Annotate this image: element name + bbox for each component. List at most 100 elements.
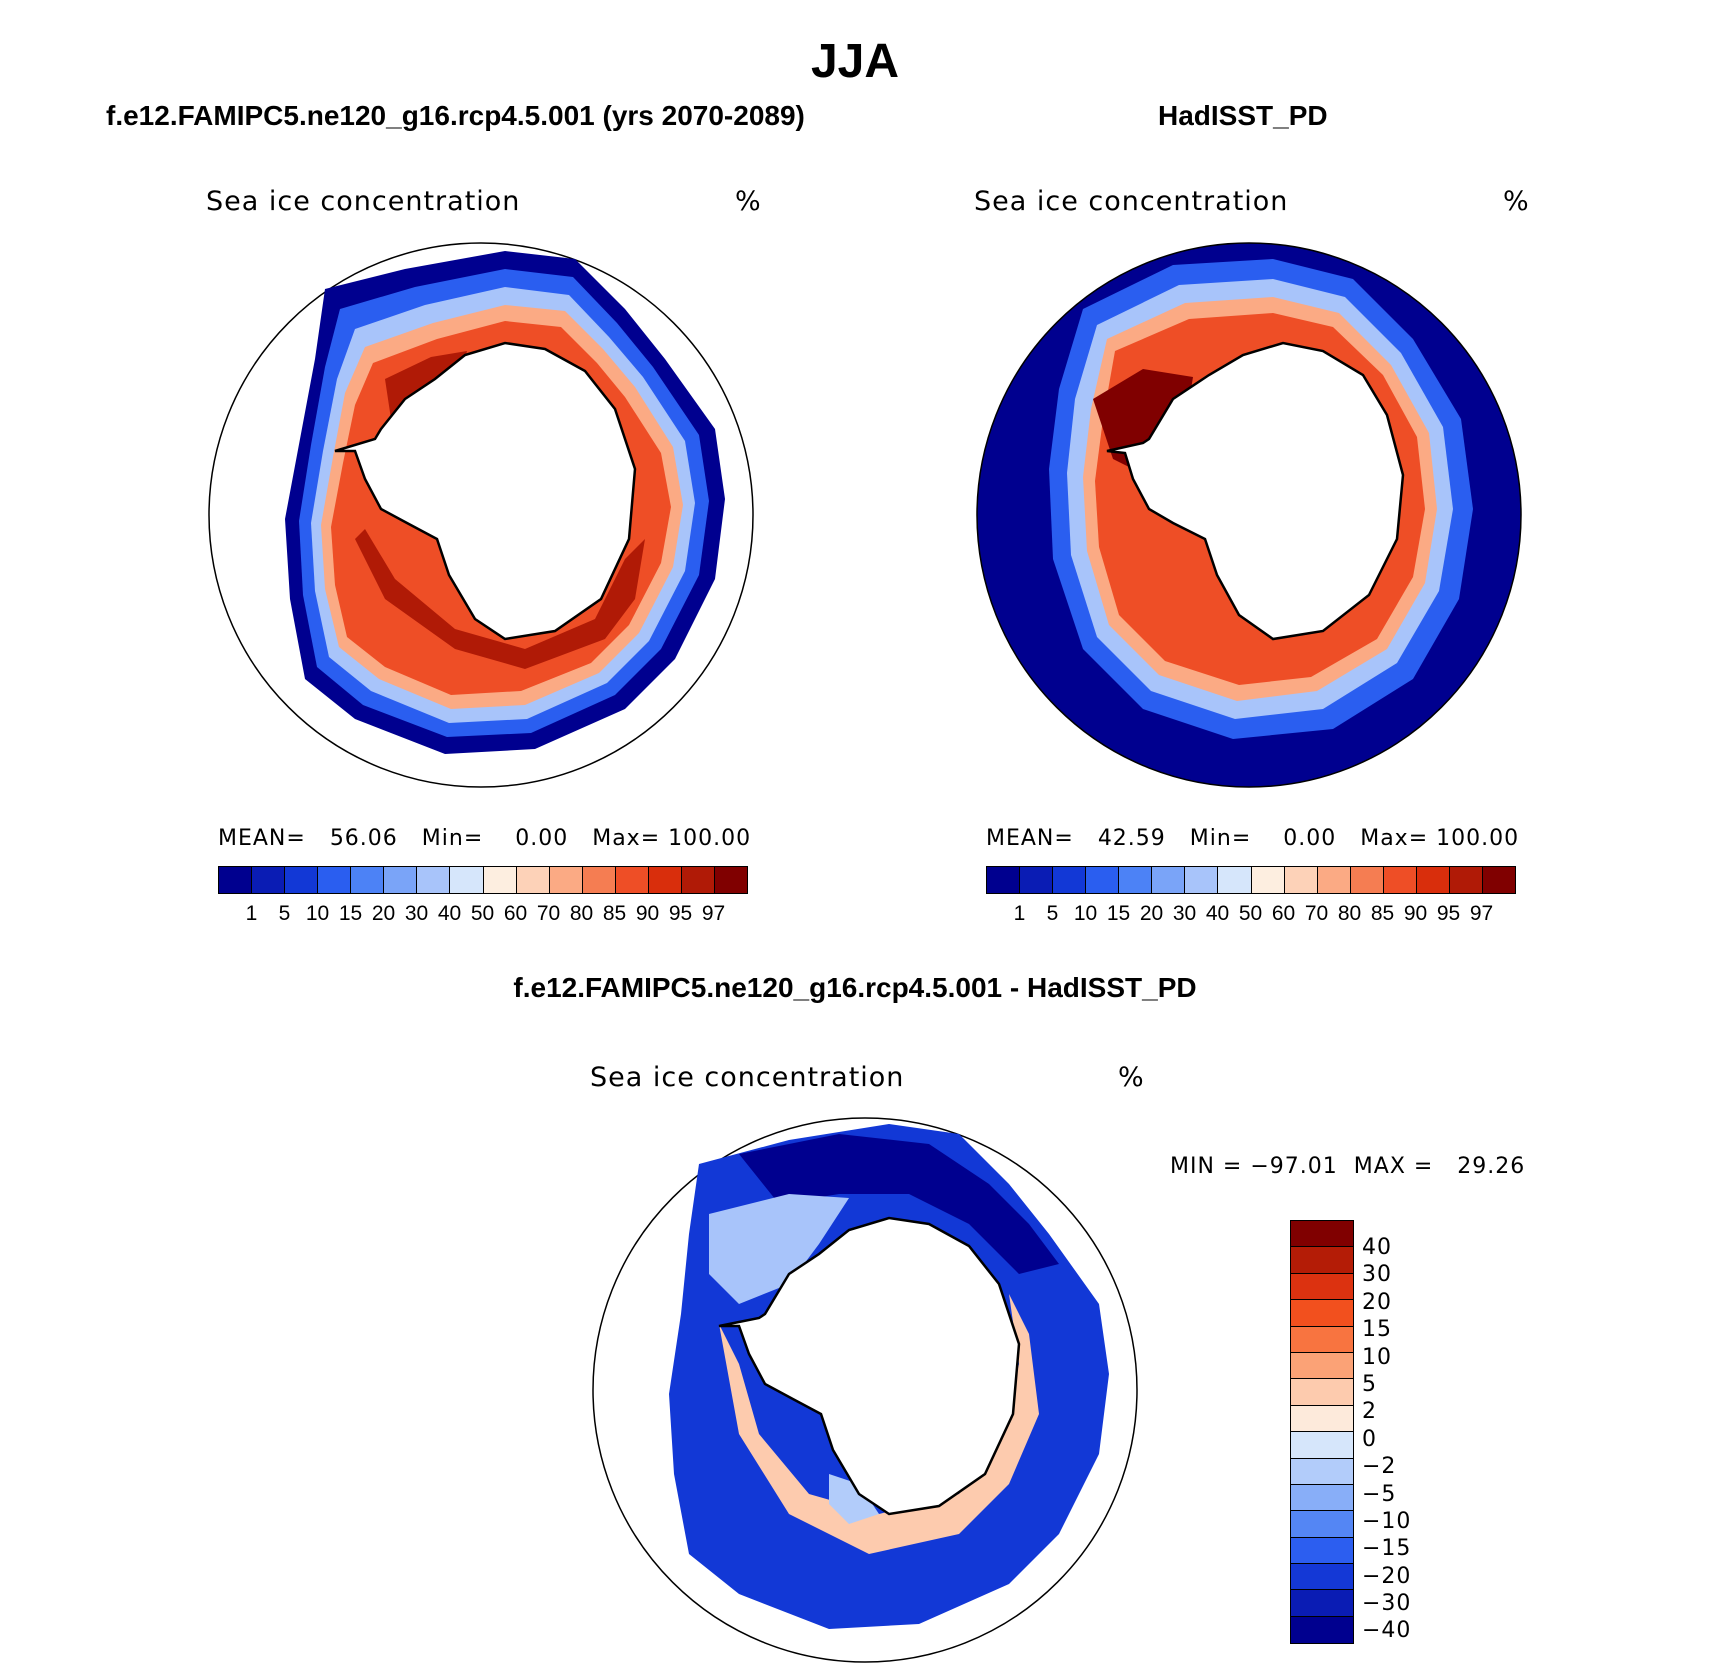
diff-colorbar-swatch	[1291, 1405, 1353, 1433]
left-colorbar-tick-label: 30	[404, 902, 429, 925]
left-colorbar-swatch	[615, 867, 649, 893]
left-max-value: 100.00	[668, 826, 752, 851]
diff-colorbar-swatch	[1291, 1564, 1353, 1591]
left-colorbar-swatch	[516, 867, 550, 893]
left-colorbar-tick-label: 10	[305, 902, 330, 925]
diff-colorbar-tick-label: −30	[1362, 1591, 1412, 1617]
left-colorbar-swatch	[318, 867, 352, 893]
diff-max-value: 29.26	[1457, 1154, 1526, 1179]
diff-min-value: −97.01	[1250, 1154, 1338, 1179]
diff-colorbar-ticks: 40 30 20 15 10 5 2 0 −2 −5 −10 −15 −20 −30 −40	[1362, 1234, 1411, 1645]
right-max-value: 100.00	[1436, 826, 1520, 851]
left-min-value: 0.00	[515, 826, 569, 851]
right-stats: MEAN= 42.59 Min= 0.00 Max= 100.00	[986, 826, 1519, 851]
left-sea-ice-field	[285, 251, 725, 754]
right-variable-label: Sea ice concentration	[974, 186, 1289, 217]
diff-colorbar-swatch	[1291, 1590, 1353, 1617]
right-colorbar-swatch	[1416, 867, 1450, 893]
diff-stats: MIN = −97.01 MAX = 29.26	[1170, 1154, 1525, 1179]
diff-colorbar-tick-label: 30	[1362, 1262, 1392, 1288]
left-colorbar-tick-label: 5	[278, 902, 291, 925]
diff-colorbar-tick-label: 0	[1362, 1426, 1377, 1452]
right-mean-value: 42.59	[1097, 826, 1166, 851]
left-colorbar-swatch	[483, 867, 517, 893]
left-panel-title: f.e12.FAMIPC5.ne120_g16.rcp4.5.001 (yrs …	[106, 100, 805, 131]
diff-polar-map	[592, 1117, 1138, 1663]
diff-colorbar-tick-label: 5	[1362, 1371, 1377, 1397]
diff-colorbar-tick-label: 40	[1362, 1235, 1392, 1260]
diff-colorbar-tick-label: −2	[1362, 1454, 1397, 1480]
right-min-label: Min=	[1189, 826, 1252, 851]
diff-colorbar-swatch	[1291, 1379, 1353, 1406]
diff-colorbar-swatch	[1291, 1273, 1353, 1301]
left-colorbar-tick-label: 1	[245, 902, 258, 925]
right-colorbar-tick-label: 85	[1370, 902, 1395, 925]
diff-colorbar-swatch	[1291, 1458, 1353, 1485]
diff-units-label: %	[1118, 1062, 1145, 1093]
left-colorbar-swatch	[681, 867, 715, 893]
diff-colorbar-swatch	[1291, 1300, 1353, 1327]
left-colorbar	[218, 866, 748, 894]
diff-colorbar-swatch	[1291, 1511, 1353, 1538]
right-colorbar-tick-label: 15	[1106, 902, 1131, 925]
left-colorbar-tick-label: 80	[569, 902, 594, 925]
diff-colorbar-swatch	[1291, 1432, 1353, 1459]
main-title: JJA	[810, 35, 900, 88]
right-max-label: Max=	[1360, 826, 1429, 851]
left-colorbar-tick-label: 95	[668, 902, 693, 925]
left-colorbar-tick-label: 15	[338, 902, 363, 925]
left-colorbar-tick-label: 20	[371, 902, 396, 925]
left-units-label: %	[735, 186, 762, 217]
right-colorbar-tick-label: 95	[1436, 902, 1461, 925]
diff-min-label: MIN =	[1170, 1154, 1243, 1179]
diff-colorbar-swatch	[1291, 1352, 1353, 1380]
right-colorbar-tick-label: 1	[1013, 902, 1026, 925]
left-colorbar-tick-label: 60	[503, 902, 528, 925]
left-stats: MEAN= 56.06 Min= 0.00 Max= 100.00	[218, 826, 751, 851]
right-colorbar-swatch	[1251, 867, 1285, 893]
left-colorbar-swatch	[549, 867, 583, 893]
diff-colorbar-swatch	[1291, 1616, 1353, 1644]
right-colorbar-tick-label: 90	[1403, 902, 1428, 925]
right-panel-title: HadISST_PD	[1158, 100, 1328, 131]
left-max-label: Max=	[592, 826, 661, 851]
diff-max-label: MAX =	[1353, 1154, 1434, 1179]
right-colorbar-swatch	[1284, 867, 1318, 893]
right-colorbar-tick-label: 50	[1238, 902, 1263, 925]
left-colorbar-ticks: 1 5 10 15 20 30 40 50 60 70 80 85 90 95 97	[235, 902, 730, 926]
right-colorbar-swatch	[1482, 867, 1515, 893]
diff-colorbar-tick-label: 20	[1362, 1289, 1392, 1315]
right-colorbar-swatch	[1317, 867, 1351, 893]
diff-variable-label: Sea ice concentration	[590, 1062, 905, 1093]
right-colorbar-swatch	[987, 867, 1021, 893]
right-colorbar-swatch	[1119, 867, 1153, 893]
right-colorbar-swatch	[1350, 867, 1384, 893]
right-colorbar-tick-label: 5	[1046, 902, 1059, 925]
left-colorbar-swatch	[714, 867, 747, 893]
right-colorbar-tick-label: 10	[1073, 902, 1098, 925]
diff-colorbar-swatch	[1291, 1326, 1353, 1353]
right-colorbar-swatch	[1185, 867, 1219, 893]
left-min-label: Min=	[421, 826, 484, 851]
right-colorbar-swatch	[1218, 867, 1252, 893]
right-polar-map	[976, 242, 1522, 788]
left-colorbar-swatch	[285, 867, 319, 893]
diff-colorbar-swatch	[1291, 1537, 1353, 1565]
left-colorbar-tick-label: 90	[635, 902, 660, 925]
right-min-value: 0.00	[1283, 826, 1337, 851]
right-colorbar	[986, 866, 1516, 894]
left-variable-label: Sea ice concentration	[206, 186, 521, 217]
diff-colorbar-tick-label: 10	[1362, 1344, 1392, 1370]
right-colorbar-swatch	[1020, 867, 1054, 893]
left-colorbar-swatch	[417, 867, 451, 893]
right-colorbar-tick-label: 80	[1337, 902, 1362, 925]
right-sea-ice-field	[1049, 259, 1473, 739]
diff-colorbar-tick-label: −15	[1362, 1536, 1412, 1562]
left-colorbar-swatch	[351, 867, 385, 893]
left-colorbar-tick-label: 50	[470, 902, 495, 925]
diff-colorbar-swatch	[1291, 1221, 1353, 1248]
diff-colorbar	[1290, 1220, 1354, 1645]
diff-colorbar-tick-label: −20	[1362, 1563, 1412, 1589]
diff-colorbar-tick-label: −10	[1362, 1508, 1412, 1534]
left-colorbar-tick-label: 70	[536, 902, 561, 925]
